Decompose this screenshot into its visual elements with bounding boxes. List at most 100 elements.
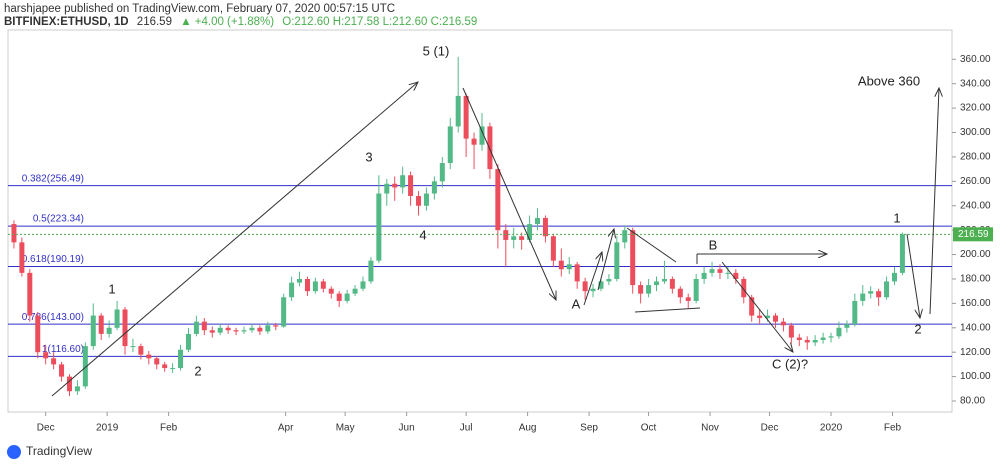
candle-body <box>487 126 493 170</box>
candle-body <box>193 321 199 334</box>
y-tick-label: 80.00 <box>960 396 985 407</box>
candle-body <box>185 333 191 350</box>
x-tick-label: Oct <box>641 423 657 434</box>
candle-body <box>495 169 501 231</box>
trend-line <box>634 307 701 313</box>
candle-body <box>566 264 572 270</box>
wave-label: Above 360 <box>858 73 920 88</box>
candle-body <box>709 269 715 273</box>
candle-body <box>74 386 80 392</box>
candle-body <box>35 315 41 353</box>
candle-body <box>788 325 794 338</box>
candle-body <box>828 336 834 338</box>
candle-body <box>550 236 556 261</box>
y-tick-label: 280.00 <box>960 152 991 163</box>
candle-body <box>455 95 461 127</box>
candle-body <box>884 281 890 298</box>
candle-body <box>574 264 580 282</box>
fib-label: 0.5(223.34) <box>33 214 84 225</box>
symbol: BITFINEX:ETHUSD, 1D <box>4 16 129 28</box>
candle-body <box>463 95 469 139</box>
y-tick-label: 340.00 <box>960 78 991 89</box>
candle-body <box>201 321 207 331</box>
candle-body <box>304 278 310 292</box>
candle-body <box>749 297 755 316</box>
candle-body <box>90 315 96 347</box>
candle-body <box>43 352 49 359</box>
wave-label: 5 (1) <box>423 43 450 58</box>
candle-body <box>130 346 136 348</box>
candle-body <box>344 293 350 301</box>
candle-body <box>447 126 453 164</box>
candle-body <box>852 300 858 325</box>
candle-body <box>772 315 778 322</box>
x-tick-label: Dec <box>761 423 779 434</box>
candle-body <box>376 193 382 261</box>
x-tick-label: Feb <box>884 423 902 434</box>
arrow <box>462 87 556 300</box>
x-tick-label: Jun <box>399 423 415 434</box>
candle-body <box>669 278 675 289</box>
candle-body <box>701 272 707 279</box>
x-tick-label: Jul <box>460 423 473 434</box>
wave-labels: 5 (1) 3 4 1 2 A B C (2)? 1 2 Above 360 <box>108 43 921 378</box>
candle-body <box>765 315 771 319</box>
arrow <box>583 252 602 306</box>
x-tick-label: Nov <box>701 423 719 434</box>
candle-body <box>312 281 318 292</box>
y-tick-label: 160.00 <box>960 298 991 309</box>
candle-body <box>860 293 866 301</box>
y-tick-label: 200.00 <box>960 249 991 260</box>
candle-body <box>162 364 168 369</box>
arrow <box>597 229 614 291</box>
candle-body <box>638 285 644 294</box>
candle-body <box>542 217 548 237</box>
candle-body <box>876 291 882 298</box>
candle-body <box>431 181 437 194</box>
candle-body <box>27 272 33 316</box>
plot-frame <box>7 29 953 413</box>
candle-body <box>146 354 152 359</box>
change: ▲ +4.00 (+1.88%) <box>180 16 274 28</box>
candle-body <box>170 368 176 370</box>
candle-body <box>59 364 65 377</box>
candle-body <box>51 358 57 365</box>
candle-body <box>297 278 303 283</box>
candle-body <box>796 337 802 340</box>
candle-body <box>273 325 279 327</box>
candle-body <box>598 281 604 289</box>
footer-logo: TradingView <box>7 444 92 459</box>
candle-body <box>685 297 691 301</box>
candle-body <box>757 315 763 319</box>
candle-body <box>384 183 390 194</box>
y-tick-label: 360.00 <box>960 54 991 65</box>
arrow <box>906 233 920 318</box>
candle-body <box>154 358 160 365</box>
candle-body <box>249 327 255 331</box>
x-tick-label: Dec <box>37 423 55 434</box>
x-tick-label: Aug <box>519 423 537 434</box>
candle-body <box>336 293 342 301</box>
candle-body <box>804 339 810 343</box>
candle-body <box>114 309 120 328</box>
last-price-box <box>953 227 993 242</box>
y-tick-label: 140.00 <box>960 322 991 333</box>
candle-body <box>891 272 897 282</box>
candle-body <box>899 234 905 273</box>
candle-body <box>138 346 144 355</box>
candle-body <box>677 288 683 298</box>
candle-body <box>717 269 723 273</box>
candle-body <box>519 236 525 240</box>
y-tick-label: 180.00 <box>960 274 991 285</box>
candle-body <box>66 376 72 392</box>
candle-body <box>741 278 747 298</box>
candle-body <box>733 272 739 279</box>
candle-body <box>503 230 509 240</box>
candle-body <box>178 349 184 369</box>
publish-info: harshjapee published on TradingView.com,… <box>4 3 395 15</box>
candle-body <box>289 282 295 298</box>
wave-label: B <box>709 237 718 252</box>
wave-label: 1 <box>108 281 115 296</box>
candle-body <box>352 288 358 294</box>
candle-body <box>241 330 247 332</box>
